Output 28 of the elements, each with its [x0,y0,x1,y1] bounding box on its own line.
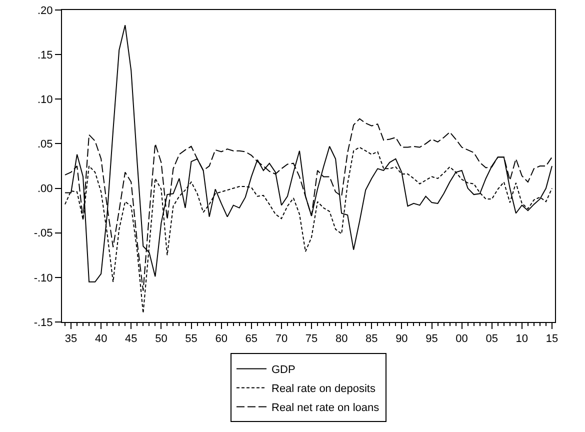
x-tick-label: 10 [516,333,528,346]
x-tick-label: 00 [456,333,468,346]
x-tick-label: 55 [185,333,198,346]
x-tick-label: 35 [64,333,78,346]
y-tick-label: .10 [38,94,53,106]
y-tick-label: -.05 [34,228,53,240]
y-tick-label: .00 [38,183,53,196]
x-tick-label: 65 [245,333,258,346]
y-tick-label: -.10 [34,272,53,284]
y-tick-label: .15 [38,49,53,62]
legend-label: Real net rate on loans [272,402,380,414]
legend-label: GDP [272,364,296,376]
x-tick-label: 50 [155,333,168,346]
x-tick-label: 85 [366,333,378,346]
y-tick-label: .20 [38,4,53,17]
legend-label: Real rate on deposits [272,382,376,395]
x-tick-label: 15 [546,333,558,346]
x-tick-label: 05 [486,333,498,346]
x-tick-label: 70 [275,333,288,346]
y-tick-label: .05 [38,138,53,151]
x-tick-label: 90 [396,333,408,346]
x-tick-label: 40 [94,333,108,346]
x-tick-label: 45 [125,333,138,346]
x-tick-label: 60 [215,333,228,346]
x-tick-label: 95 [426,333,438,346]
y-tick-label: -.15 [34,316,53,329]
x-tick-label: 80 [335,333,348,346]
x-tick-label: 75 [305,333,318,346]
